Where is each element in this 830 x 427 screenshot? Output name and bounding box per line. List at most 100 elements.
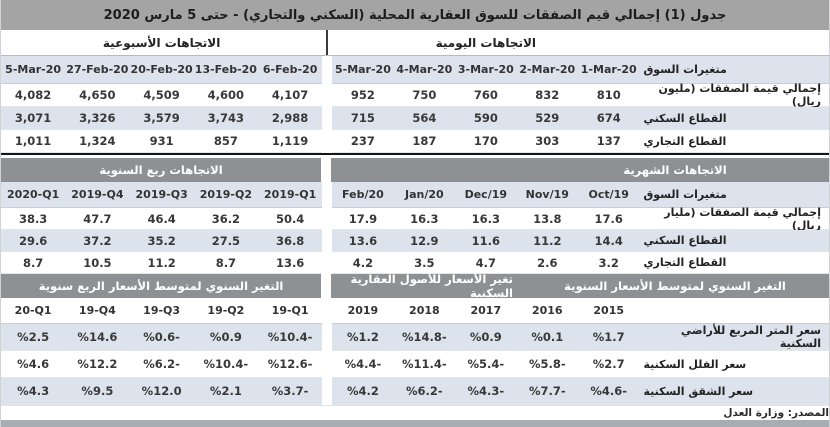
- right-values: %4.2 %6.2- %4.3- %7.7- %4.6-: [332, 378, 640, 405]
- row-gutter: [322, 230, 333, 252]
- column-header: 6-Feb-20: [262, 63, 318, 76]
- value-cell: 46.4: [147, 211, 176, 226]
- value-cell: 36.2: [211, 211, 241, 226]
- left-values: 38.3 47.7 46.4 36.2 50.4: [1, 208, 323, 230]
- value-cell: %14.8-: [402, 330, 447, 344]
- value-cell: 17.9: [348, 211, 378, 226]
- column-header: 2019-Q1: [264, 188, 317, 201]
- right-values: %1.2 %14.8- %0.9 %0.1 %1.7: [332, 324, 640, 351]
- value-cell: %6.2-: [143, 357, 180, 371]
- column-header: 5-Mar-20: [5, 63, 62, 76]
- table-row: %4.6 %12.2 %6.2- %10.4- %12.6- %4.4- %11.4- %5.…: [1, 351, 829, 378]
- row-label: سعر الشقق السكنية: [639, 378, 829, 405]
- left-values: 29.6 37.2 35.2 27.5 36.8: [1, 230, 323, 252]
- value-cell: 4.7: [475, 255, 496, 270]
- column-header: 2015: [593, 304, 625, 317]
- table-row: 29.6 37.2 35.2 27.5 36.8 13.6 12.9 11.6 11.2 14.4…: [1, 230, 829, 252]
- column-header: 19-Q2: [207, 304, 245, 317]
- left-date-columns: 2020-Q1 2019-Q4 2019-Q3 2019-Q2 2019-Q1: [1, 182, 323, 208]
- value-cell: %2.7: [592, 357, 625, 371]
- value-cell: 137: [596, 134, 621, 148]
- row-label: القطاع التجاري: [639, 252, 829, 274]
- right-date-columns: 2019 2018 2017 2016 2015: [332, 298, 640, 324]
- table-body: الاتجاهات الأسبوعية الاتجاهات اليومية 5-Ma…: [1, 30, 829, 405]
- value-cell: %10.4-: [267, 330, 313, 344]
- value-cell: %2.1: [209, 384, 242, 398]
- value-cell: 564: [412, 111, 437, 125]
- value-cell: 50.4: [275, 211, 305, 226]
- section-title-right: التغير السنوي لمتوسط الأسعار السنوية: [564, 279, 786, 293]
- column-header: 5-Mar-20: [334, 63, 391, 76]
- value-cell: 1,119: [271, 134, 309, 148]
- section-header-weekly-daily: الاتجاهات الأسبوعية الاتجاهات اليومية: [1, 30, 829, 56]
- section-header-right-group: التغير السنوي لمتوسط الأسعار السنوية تغير…: [331, 272, 829, 300]
- value-cell: 3,071: [14, 111, 52, 125]
- value-cell: 4.2: [352, 255, 374, 270]
- table-row: 38.3 47.7 46.4 36.2 50.4 17.9 16.3 16.3 13.8 17.6…: [1, 206, 829, 232]
- column-header-label: متغيرات السوق: [639, 182, 829, 208]
- value-cell: %4.3-: [467, 384, 505, 398]
- value-cell: 13.6: [348, 233, 378, 248]
- value-cell: 303: [535, 134, 560, 148]
- value-cell: %14.6: [77, 330, 118, 344]
- left-values: %2.5 %14.6 %0.6- %0.9 %10.4-: [1, 324, 323, 351]
- value-cell: %1.7: [592, 330, 625, 344]
- value-cell: 187: [412, 134, 437, 148]
- value-cell: %0.9: [469, 330, 502, 344]
- value-cell: 931: [149, 134, 174, 148]
- value-cell: 8.7: [215, 255, 237, 270]
- value-cell: %4.3: [17, 384, 50, 398]
- column-header-label: متغيرات السوق: [639, 56, 829, 84]
- column-header: 19-Q4: [78, 304, 116, 317]
- value-cell: 12.9: [410, 233, 439, 248]
- row-label: إجمالي قيمة الصفقات (مليار ريال): [639, 206, 829, 232]
- column-header-label: [639, 298, 829, 324]
- value-cell: 4,650: [79, 88, 116, 102]
- value-cell: 47.7: [83, 211, 112, 226]
- row-label: القطاع السكني: [639, 107, 829, 130]
- row-label: سعر المتر المربع للأراضي السكنية: [639, 324, 829, 351]
- column-header: Dec/19: [464, 188, 508, 201]
- value-cell: 750: [412, 88, 437, 102]
- column-header: Feb/20: [342, 188, 384, 201]
- column-header: Nov/19: [525, 188, 569, 201]
- value-cell: 170: [473, 134, 498, 148]
- value-cell: %11.4-: [402, 357, 447, 371]
- value-cell: 952: [350, 88, 375, 102]
- row-label: سعر الفلل السكنية: [639, 351, 829, 378]
- section-title-right: الاتجاهات اليومية: [435, 35, 537, 50]
- table-row: 4,082 4,650 4,509 4,600 4,107 952 750 760 832 810…: [1, 82, 829, 108]
- column-header: 19-Q3: [143, 304, 181, 317]
- value-cell: %0.6-: [143, 330, 180, 344]
- section-title-left: الاتجاهات ربع السنوية: [1, 158, 322, 182]
- value-cell: %5.8-: [528, 357, 566, 371]
- left-values: %4.3 %9.5 %12.0 %2.1 %3.7-: [1, 378, 323, 405]
- value-cell: 760: [473, 88, 498, 102]
- section-title-left: الاتجاهات الأسبوعية: [102, 35, 221, 50]
- right-date-columns: Feb/20 Jan/20 Dec/19 Nov/19 Oct/19: [332, 182, 640, 208]
- value-cell: 2.6: [537, 255, 558, 270]
- value-cell: %12.6-: [267, 357, 313, 371]
- value-cell: 715: [350, 111, 375, 125]
- value-cell: 13.8: [533, 211, 562, 226]
- row-gutter: [322, 56, 333, 84]
- value-cell: 38.3: [18, 211, 48, 226]
- value-cell: 37.2: [83, 233, 112, 248]
- value-cell: 14.4: [594, 233, 623, 248]
- left-values: 1,011 1,324 931 857 1,119: [1, 130, 323, 153]
- column-header: 2016: [531, 304, 563, 317]
- right-values: 952 750 760 832 810: [332, 84, 640, 107]
- column-header: 2019-Q2: [199, 188, 252, 201]
- column-header: 2017: [470, 304, 502, 317]
- row-gutter: [322, 84, 333, 107]
- value-cell: 16.3: [410, 211, 439, 226]
- value-cell: 4,600: [207, 88, 245, 102]
- right-values: 4.2 3.5 4.7 2.6 3.2: [332, 252, 640, 274]
- value-cell: %4.4-: [344, 357, 382, 371]
- vertical-divider: [326, 30, 329, 55]
- column-header: 1-Mar-20: [580, 63, 637, 76]
- row-gutter: [322, 130, 333, 153]
- value-cell: 529: [535, 111, 560, 125]
- value-cell: %0.1: [531, 330, 564, 344]
